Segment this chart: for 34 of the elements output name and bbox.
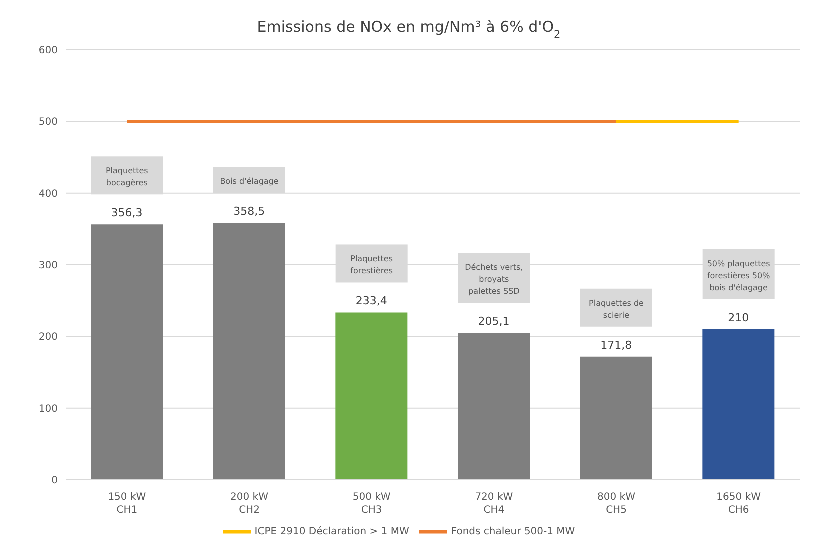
data-label: 358,5: [234, 205, 266, 218]
x-tick-label: 150 kW CH1: [108, 492, 146, 516]
y-tick-label: 100: [38, 404, 58, 415]
bar: [91, 224, 163, 480]
bar: [458, 333, 530, 480]
x-tick-label: 720 kW CH4: [475, 492, 514, 516]
data-label: 356,3: [111, 206, 143, 220]
annotation: Déchets verts, broyats palettes SSD: [465, 263, 524, 296]
x-tick-label: 800 kW CH5: [598, 492, 636, 516]
legend-label: Fonds chaleur 500-1 MW: [451, 526, 576, 538]
annotation: Plaquettes forestières: [350, 254, 394, 276]
annotation: 50% plaquettes forestières 50% bois d'élagage: [707, 260, 771, 292]
y-tick-label: 600: [38, 46, 58, 57]
bar: [702, 330, 775, 480]
data-label: 171,8: [600, 338, 632, 352]
x-tick-label: 500 kW CH3: [352, 492, 391, 516]
annotation: Bois d'élagage: [220, 177, 279, 186]
data-label: 205,1: [478, 315, 510, 328]
y-tick-label: 500: [38, 117, 58, 128]
y-tick-label: 300: [38, 260, 58, 272]
x-tick-label: 200 kW CH2: [230, 492, 269, 516]
y-tick-label: 400: [38, 188, 58, 200]
y-tick-label: 0: [52, 476, 58, 487]
legend-label: ICPE 2910 Déclaration > 1 MW: [254, 526, 410, 538]
y-tick-label: 200: [38, 332, 58, 344]
bar: [336, 312, 408, 480]
x-tick-label: 1650 kW CH6: [716, 492, 762, 516]
data-label: 210: [728, 312, 750, 324]
chart-title: Emissions de NOx en mg/Nm³ à 6% d'O$_{2}$: [257, 18, 561, 41]
data-label: 233,4: [356, 294, 388, 308]
bar: [580, 356, 652, 480]
annotation: Plaquettes bocagères: [106, 166, 148, 188]
annotation: Plaquettes de scierie: [589, 298, 644, 320]
bar: [213, 223, 286, 480]
